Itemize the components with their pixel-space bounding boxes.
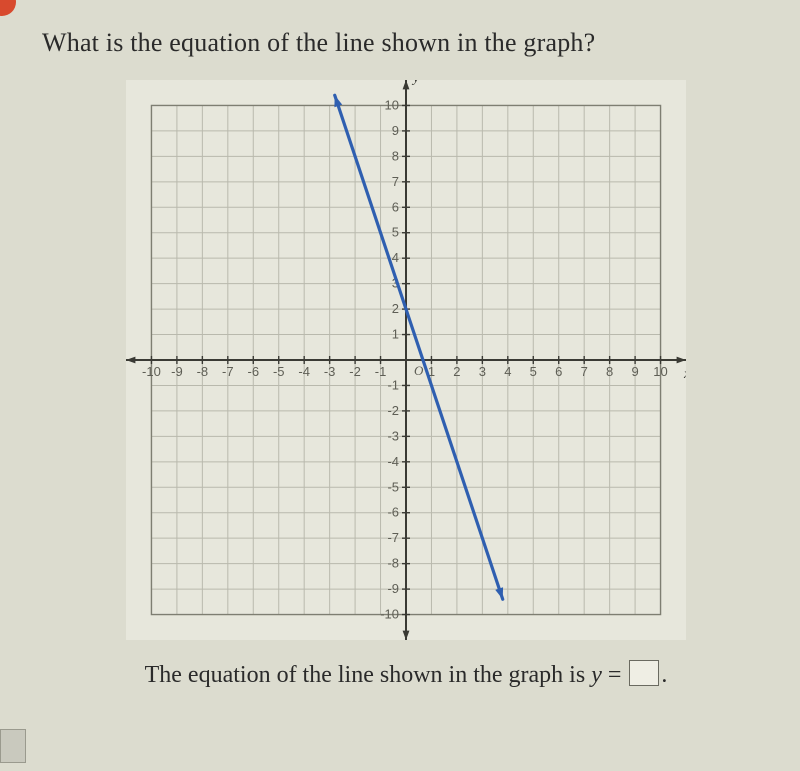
- svg-text:2: 2: [392, 301, 399, 316]
- answer-prefix: The equation of the line shown in the gr…: [145, 662, 592, 688]
- svg-text:-5: -5: [273, 364, 285, 379]
- svg-text:5: 5: [392, 225, 399, 240]
- svg-text:9: 9: [631, 364, 638, 379]
- svg-text:-8: -8: [197, 364, 209, 379]
- svg-text:-7: -7: [222, 364, 234, 379]
- answer-equals: =: [608, 662, 622, 688]
- svg-text:-6: -6: [387, 505, 399, 520]
- svg-text:x: x: [683, 367, 686, 382]
- svg-text:7: 7: [581, 364, 588, 379]
- svg-text:-10: -10: [380, 607, 399, 622]
- question-card: What is the equation of the line shown i…: [0, 0, 800, 771]
- answer-input[interactable]: [629, 660, 659, 686]
- coordinate-graph: -10 -9 -8 -7 -6 -5 -4 -3 -2 -1 1 2 3 4 5 6 7 8 9 10 10 9 8 7 6 5 4…: [126, 80, 686, 640]
- svg-text:6: 6: [555, 364, 562, 379]
- svg-text:O: O: [414, 363, 424, 378]
- svg-text:10: 10: [385, 97, 399, 112]
- svg-text:-6: -6: [247, 364, 259, 379]
- svg-text:2: 2: [453, 364, 460, 379]
- svg-text:-2: -2: [349, 364, 361, 379]
- svg-text:3: 3: [479, 364, 486, 379]
- svg-text:5: 5: [530, 364, 537, 379]
- svg-text:-7: -7: [387, 530, 399, 545]
- svg-text:-9: -9: [387, 581, 399, 596]
- calculator-icon[interactable]: [0, 729, 26, 763]
- graph-svg: -10 -9 -8 -7 -6 -5 -4 -3 -2 -1 1 2 3 4 5 6 7 8 9 10 10 9 8 7 6 5 4…: [126, 80, 686, 640]
- svg-text:4: 4: [392, 250, 399, 265]
- svg-text:1: 1: [392, 327, 399, 342]
- svg-text:-4: -4: [387, 454, 399, 469]
- svg-text:-4: -4: [298, 364, 310, 379]
- svg-text:-1: -1: [375, 364, 387, 379]
- answer-suffix: .: [661, 662, 667, 688]
- question-text: What is the equation of the line shown i…: [42, 28, 770, 58]
- question-badge: [0, 0, 16, 16]
- svg-text:4: 4: [504, 364, 511, 379]
- svg-text:-3: -3: [387, 428, 399, 443]
- svg-text:10: 10: [653, 364, 667, 379]
- svg-text:6: 6: [392, 199, 399, 214]
- svg-text:8: 8: [392, 148, 399, 163]
- svg-text:y: y: [411, 80, 420, 86]
- answer-variable: y: [591, 662, 602, 688]
- svg-text:-5: -5: [387, 479, 399, 494]
- svg-text:-10: -10: [142, 364, 161, 379]
- svg-text:-9: -9: [171, 364, 183, 379]
- svg-text:-2: -2: [387, 403, 399, 418]
- svg-text:-1: -1: [387, 377, 399, 392]
- svg-text:-8: -8: [387, 556, 399, 571]
- svg-text:8: 8: [606, 364, 613, 379]
- svg-text:7: 7: [392, 174, 399, 189]
- svg-text:-3: -3: [324, 364, 336, 379]
- answer-line: The equation of the line shown in the gr…: [42, 660, 770, 689]
- svg-text:9: 9: [392, 123, 399, 138]
